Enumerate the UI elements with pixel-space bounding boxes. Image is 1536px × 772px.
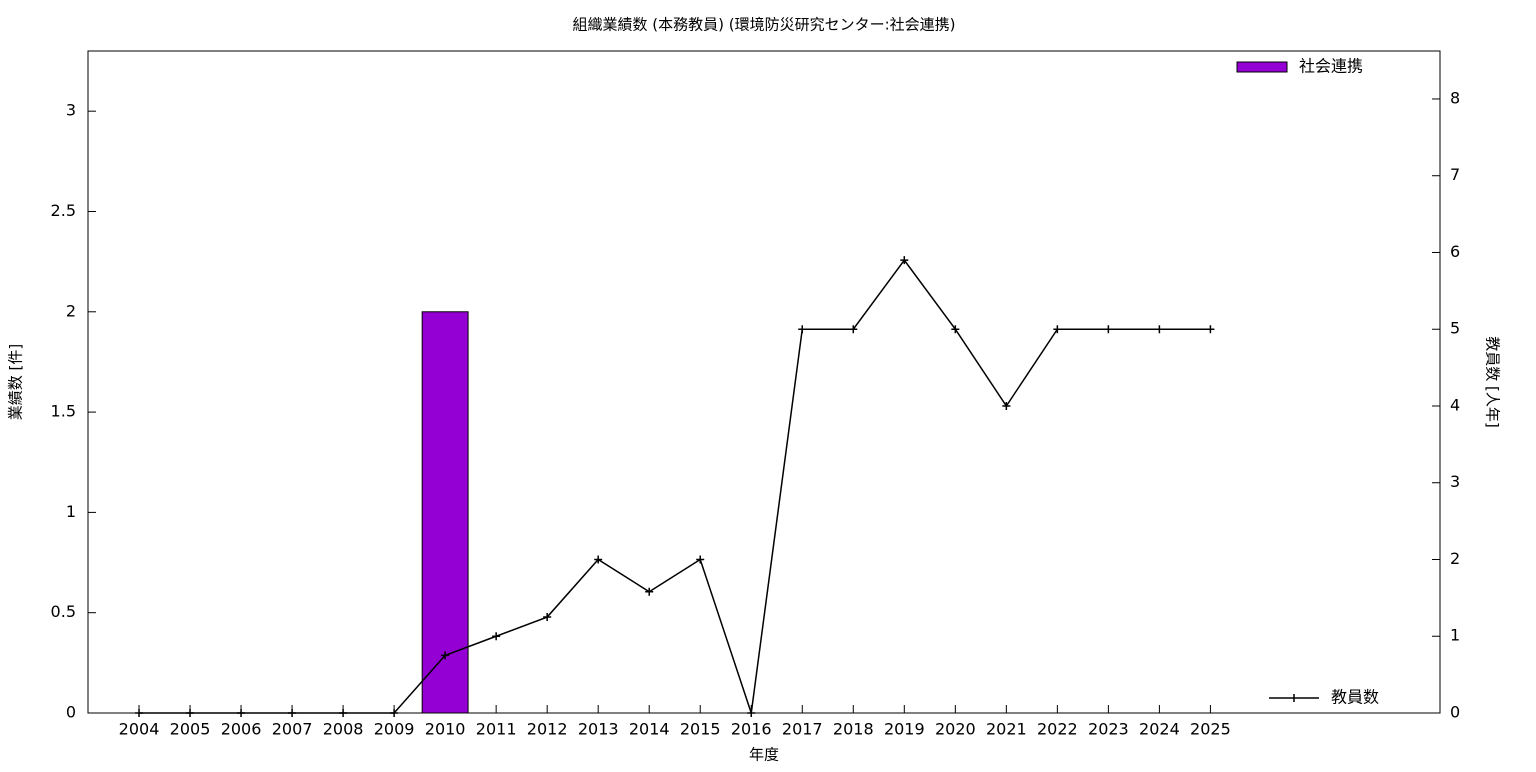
x-tick-label: 2010	[425, 720, 466, 739]
y-axis-label: 業績数 [件]	[7, 344, 25, 420]
y-tick-label: 1	[66, 502, 76, 521]
y2-tick-label: 0	[1450, 703, 1460, 722]
y-tick-label: 0	[66, 703, 76, 722]
point	[594, 555, 603, 564]
x-tick-label: 2024	[1139, 720, 1180, 739]
point	[798, 325, 807, 334]
y2-tick-label: 3	[1450, 472, 1460, 491]
x-tick-label: 2009	[374, 720, 415, 739]
point	[951, 325, 960, 334]
x-tick-label: 2008	[323, 720, 364, 739]
point	[900, 256, 909, 265]
y2-tick-label: 1	[1450, 626, 1460, 645]
y2-tick-label: 2	[1450, 549, 1460, 568]
point	[390, 709, 399, 717]
point	[696, 555, 705, 564]
y-tick-label: 3	[66, 101, 76, 120]
point	[1002, 401, 1011, 410]
x-tick-label: 2005	[170, 720, 211, 739]
x-tick-label: 2023	[1088, 720, 1129, 739]
y-tick-label: 2	[66, 301, 76, 320]
x-tick-label: 2007	[272, 720, 313, 739]
legend-label: 教員数	[1331, 688, 1379, 707]
legend-label: 社会連携	[1299, 57, 1363, 76]
x-tick-label: 2013	[578, 720, 619, 739]
x-tick-label: 2004	[119, 720, 160, 739]
point	[1155, 325, 1164, 334]
x-tick-label: 2018	[833, 720, 874, 739]
x-tick-label: 2019	[884, 720, 925, 739]
x-axis-label: 年度	[749, 746, 779, 764]
y2-tick-label: 4	[1450, 395, 1460, 414]
point	[645, 587, 654, 596]
bar	[421, 311, 469, 714]
y-tick-label: 1.5	[51, 402, 76, 421]
line	[139, 258, 1211, 714]
point	[339, 709, 348, 717]
legend-swatch	[1236, 61, 1288, 73]
point	[135, 709, 144, 717]
y2-tick-label: 7	[1450, 165, 1460, 184]
x-tick-label: 2022	[1037, 720, 1078, 739]
plot-frame	[87, 50, 1441, 714]
point	[747, 709, 756, 717]
y2-tick-label: 5	[1450, 319, 1460, 338]
point	[543, 613, 552, 622]
point	[1053, 325, 1062, 334]
point	[849, 325, 858, 334]
x-tick-label: 2020	[935, 720, 976, 739]
point	[237, 709, 246, 717]
y2-axis-label: 教員数 [人年]	[1484, 336, 1502, 427]
point	[186, 709, 195, 717]
x-tick-label: 2011	[476, 720, 517, 739]
x-tick-label: 2025	[1190, 720, 1231, 739]
point	[1104, 325, 1113, 334]
x-tick-label: 2016	[731, 720, 772, 739]
x-tick-label: 2014	[629, 720, 670, 739]
y2-tick-label: 8	[1450, 88, 1460, 107]
x-tick-label: 2017	[782, 720, 823, 739]
point	[288, 709, 297, 717]
chart-title: 組織業績数 (本務教員) (環境防災研究センター:社会連携)	[572, 16, 955, 34]
point	[492, 632, 501, 641]
y-tick-label: 0.5	[51, 602, 76, 621]
x-tick-label: 2006	[221, 720, 262, 739]
x-tick-label: 2021	[986, 720, 1027, 739]
legend-line	[1269, 694, 1319, 702]
y2-tick-label: 6	[1450, 242, 1460, 261]
point	[441, 651, 450, 660]
y-tick-label: 2.5	[51, 201, 76, 220]
x-tick-label: 2012	[527, 720, 568, 739]
x-tick-label: 2015	[680, 720, 721, 739]
point	[1206, 325, 1215, 334]
